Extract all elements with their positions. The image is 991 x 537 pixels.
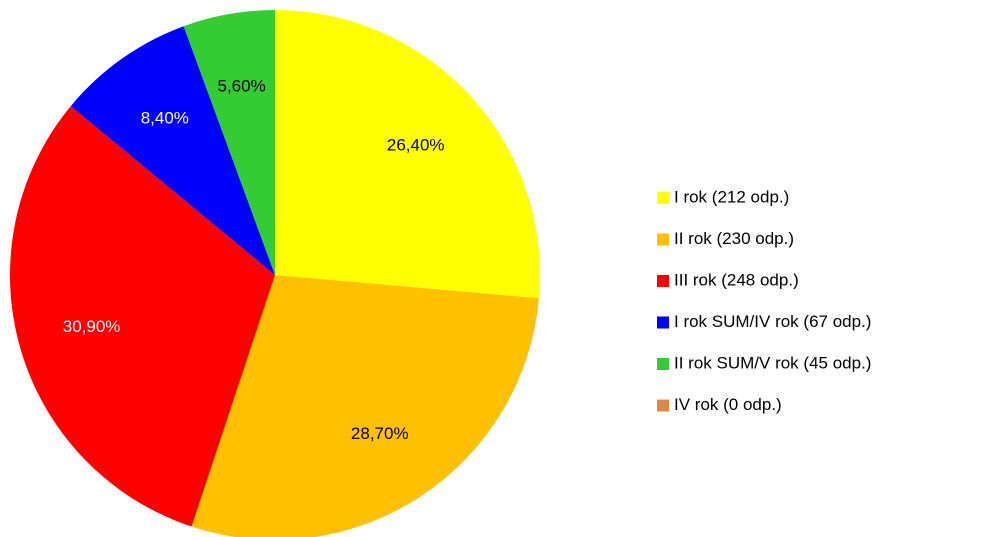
- legend-label: IV rok (0 odp.): [674, 395, 782, 414]
- pie-slice: [275, 10, 540, 299]
- legend-label: I rok (212 odp.): [674, 187, 789, 206]
- legend-swatch: [657, 192, 669, 204]
- pie-slice: [183, 9, 275, 275]
- data-label: 30,90%: [63, 317, 121, 336]
- legend-swatch: [657, 233, 669, 246]
- legend-swatch: [657, 358, 669, 370]
- legend-swatch: [657, 316, 669, 329]
- pie-slice: [191, 275, 539, 537]
- legend-label: I rok SUM/IV rok (67 odp.): [674, 312, 871, 331]
- legend-label: II rok SUM/V rok (45 odp.): [674, 353, 871, 372]
- legend-swatch: [657, 399, 669, 412]
- pie-slice: [9, 106, 276, 527]
- data-label: 28,70%: [351, 424, 409, 443]
- pie-slice: [70, 26, 275, 275]
- legend-swatch: [657, 275, 669, 287]
- legend-label: III rok (248 odp.): [674, 270, 799, 289]
- legend-label: II rok (230 odp.): [674, 229, 794, 248]
- data-label: 8,40%: [141, 109, 189, 128]
- data-label: 5,60%: [218, 77, 266, 96]
- data-label: 26,40%: [387, 136, 445, 155]
